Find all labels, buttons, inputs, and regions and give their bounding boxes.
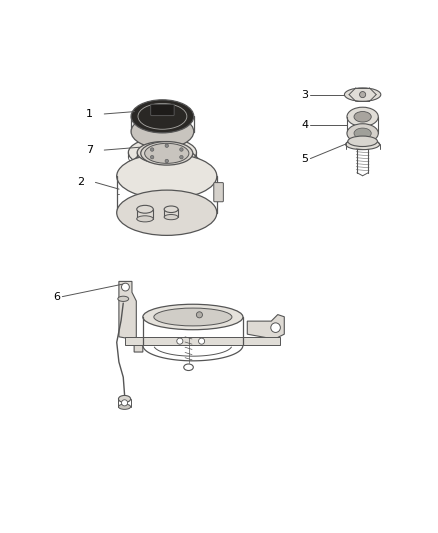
Ellipse shape bbox=[131, 115, 194, 148]
Circle shape bbox=[165, 159, 169, 163]
Text: 3: 3 bbox=[301, 90, 308, 100]
Ellipse shape bbox=[164, 214, 178, 220]
Circle shape bbox=[150, 148, 154, 151]
Text: 5: 5 bbox=[301, 154, 308, 164]
Ellipse shape bbox=[150, 147, 175, 158]
Circle shape bbox=[180, 148, 183, 151]
Ellipse shape bbox=[131, 100, 194, 133]
Ellipse shape bbox=[145, 143, 189, 163]
Ellipse shape bbox=[344, 88, 381, 101]
Text: 7: 7 bbox=[86, 146, 93, 155]
Ellipse shape bbox=[137, 216, 153, 222]
Ellipse shape bbox=[354, 128, 371, 139]
Ellipse shape bbox=[347, 107, 378, 126]
Ellipse shape bbox=[143, 304, 243, 330]
Circle shape bbox=[121, 400, 127, 406]
Circle shape bbox=[196, 312, 202, 318]
Ellipse shape bbox=[347, 124, 378, 143]
Circle shape bbox=[271, 323, 280, 333]
Polygon shape bbox=[125, 337, 280, 345]
Circle shape bbox=[177, 338, 183, 344]
Ellipse shape bbox=[118, 296, 129, 302]
Ellipse shape bbox=[348, 136, 378, 147]
Circle shape bbox=[198, 338, 205, 344]
Ellipse shape bbox=[154, 308, 232, 326]
Circle shape bbox=[165, 144, 169, 148]
Circle shape bbox=[180, 156, 183, 159]
Text: 1: 1 bbox=[86, 109, 93, 119]
Text: 6: 6 bbox=[53, 292, 60, 302]
Polygon shape bbox=[119, 281, 143, 352]
Text: 4: 4 bbox=[301, 120, 308, 130]
Ellipse shape bbox=[137, 142, 187, 163]
FancyBboxPatch shape bbox=[151, 104, 174, 116]
Circle shape bbox=[360, 92, 366, 98]
Ellipse shape bbox=[118, 404, 131, 409]
Text: 2: 2 bbox=[77, 176, 84, 187]
Ellipse shape bbox=[164, 206, 178, 213]
Circle shape bbox=[150, 156, 154, 159]
Ellipse shape bbox=[141, 142, 193, 165]
Circle shape bbox=[121, 283, 129, 291]
Ellipse shape bbox=[354, 111, 371, 122]
Ellipse shape bbox=[137, 205, 153, 213]
Polygon shape bbox=[247, 314, 284, 338]
FancyBboxPatch shape bbox=[214, 183, 223, 202]
Ellipse shape bbox=[128, 138, 197, 167]
Ellipse shape bbox=[346, 139, 380, 150]
Ellipse shape bbox=[118, 395, 131, 402]
Ellipse shape bbox=[117, 154, 217, 199]
Ellipse shape bbox=[117, 190, 217, 236]
Ellipse shape bbox=[137, 155, 187, 176]
